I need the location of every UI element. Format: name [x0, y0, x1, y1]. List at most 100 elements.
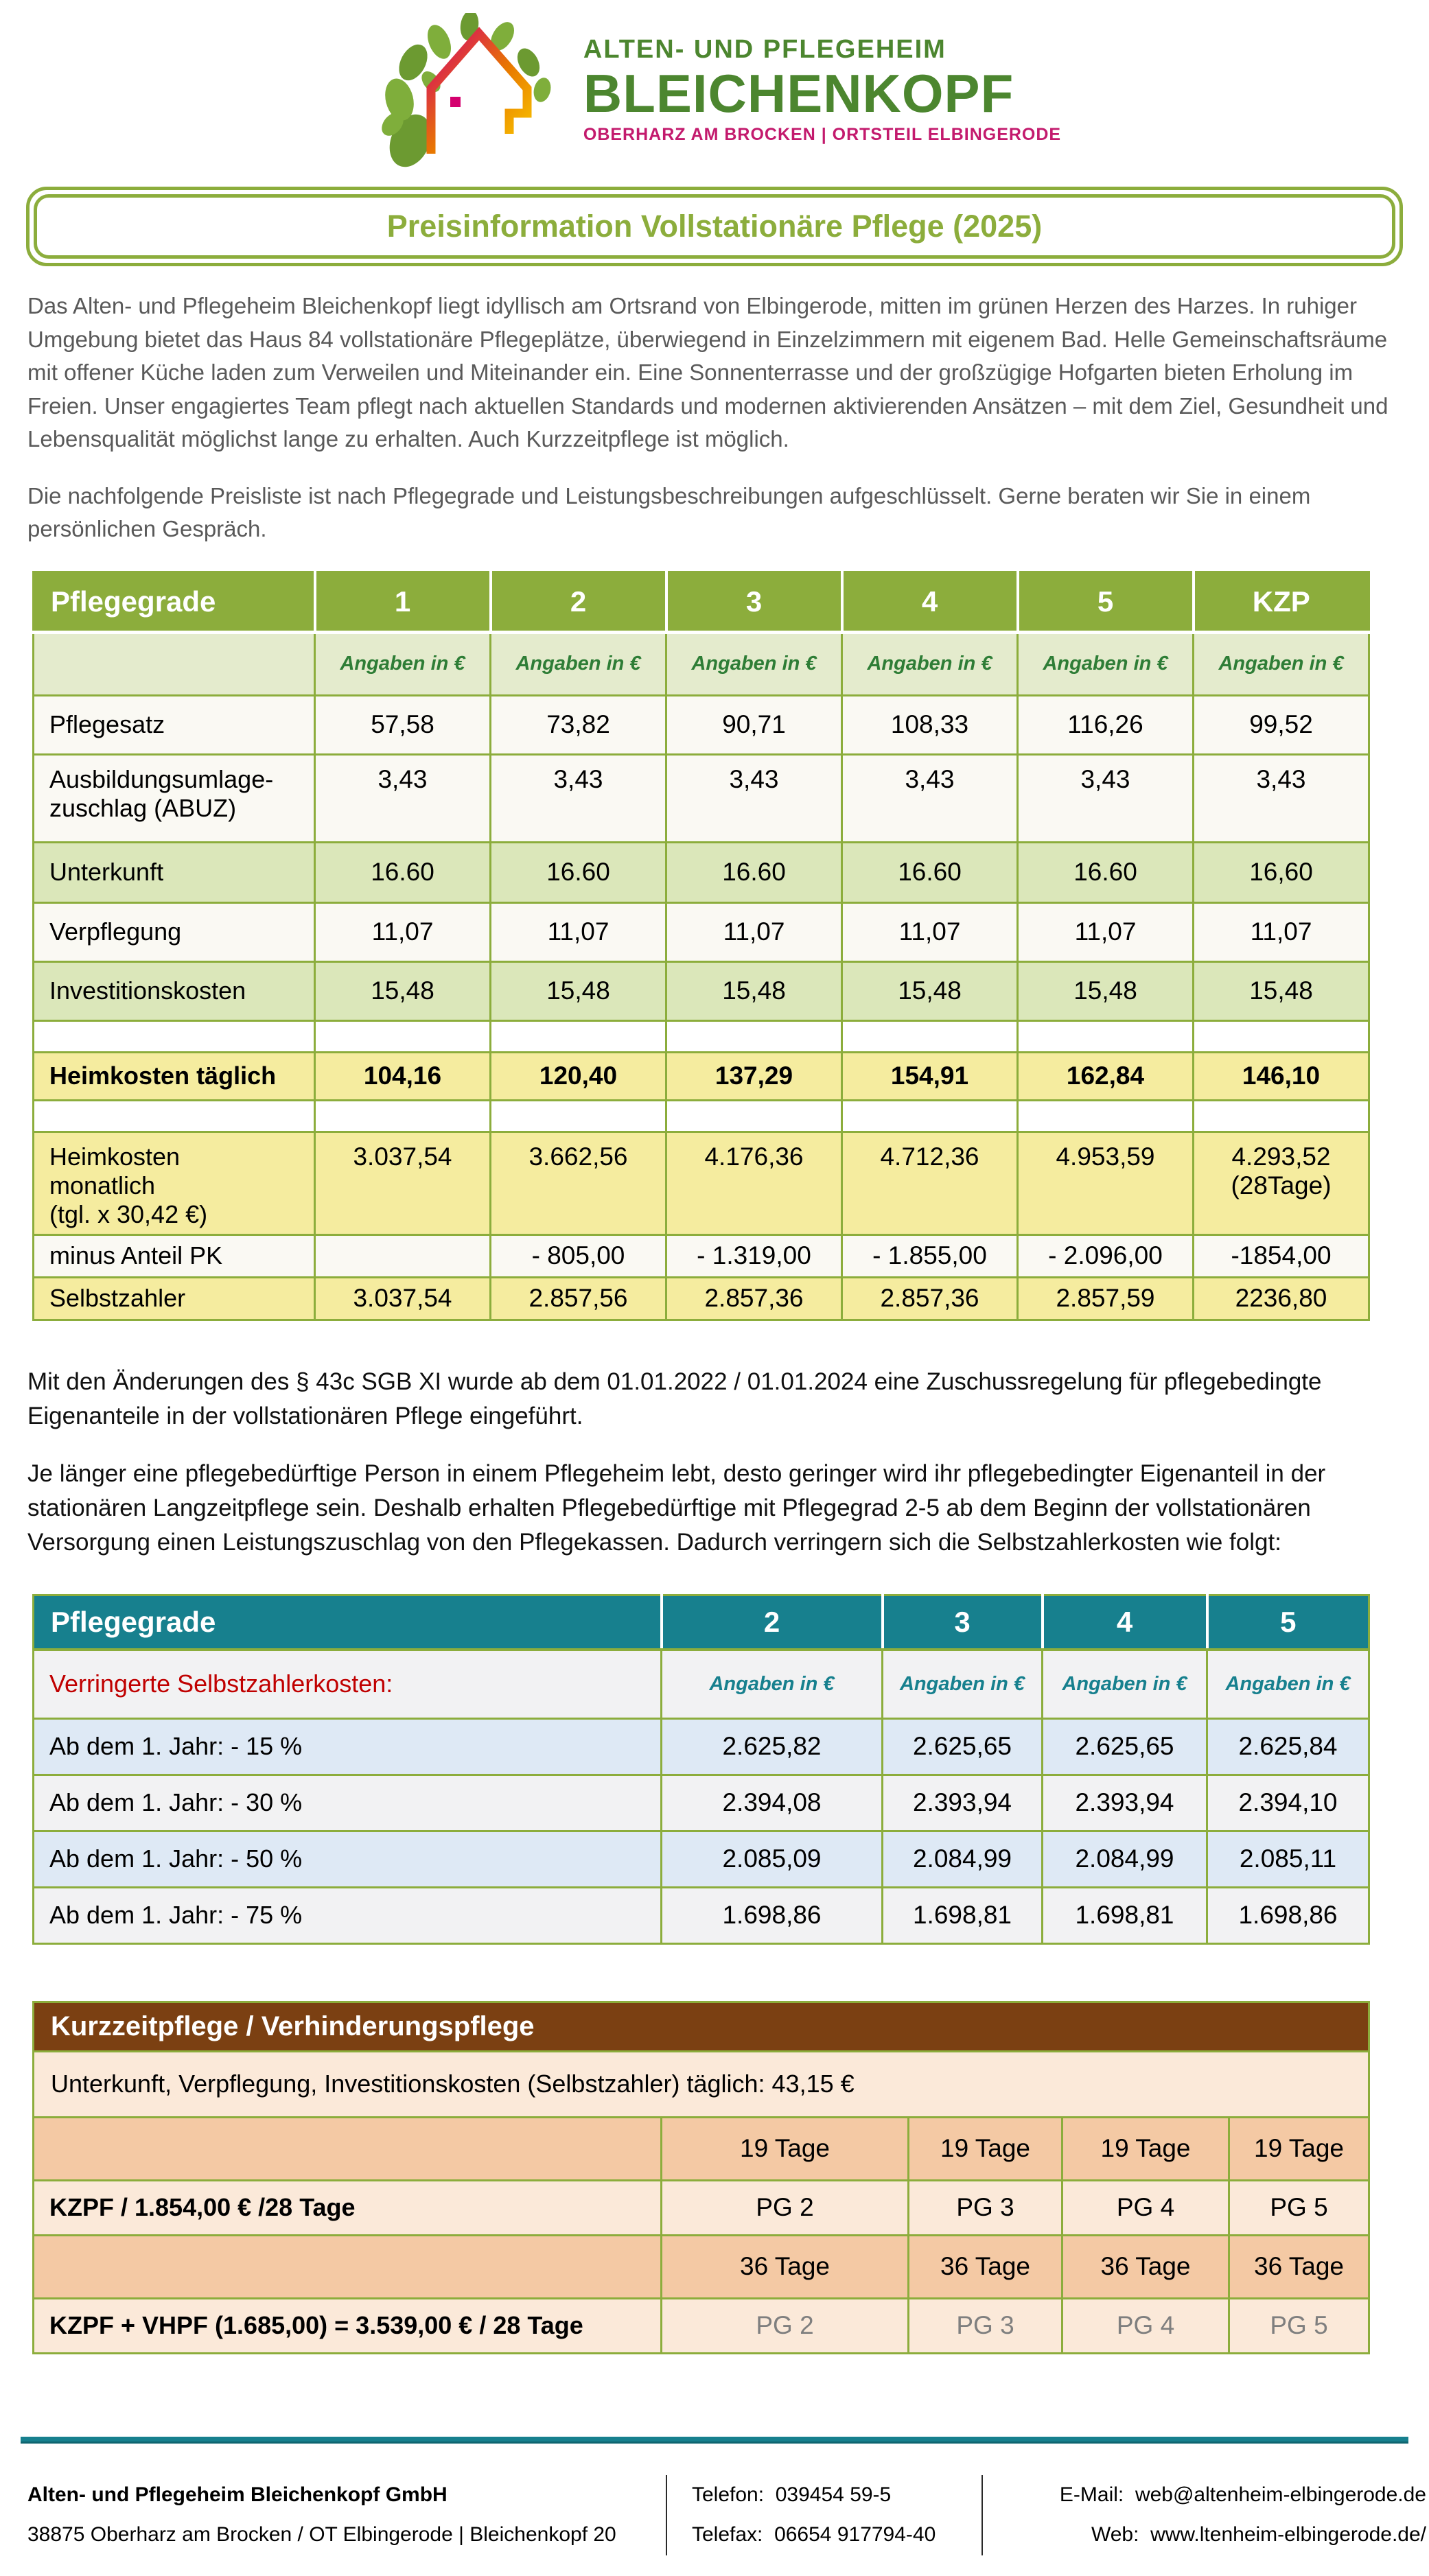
value-cell: PG 4 — [1061, 2297, 1230, 2354]
footer-fax-label: Telefax: — [692, 2523, 763, 2546]
spacer-cell — [32, 1099, 316, 1133]
value-cell: 11,07 — [665, 901, 843, 963]
value-cell: PG 4 — [1061, 2179, 1230, 2236]
value-cell: -1854,00 — [1192, 1233, 1370, 1278]
footer-fax-line: Telefax: 06654 917794-40 — [692, 2515, 981, 2555]
value-cell: 2.085,09 — [660, 1829, 883, 1888]
value-cell: 19 Tage — [907, 2116, 1063, 2181]
value-cell: - 1.319,00 — [665, 1233, 843, 1278]
table2-header-label: Pflegegrade — [32, 1593, 662, 1652]
row-label: minus Anteil PK — [32, 1233, 316, 1278]
value-cell: 2.857,59 — [1016, 1276, 1194, 1321]
value-cell: 4.953,59 — [1016, 1130, 1194, 1236]
table-row-kzpf: KZPF / 1.854,00 € /28 Tage PG 2 PG 3 PG … — [32, 2179, 1370, 2236]
footer: Alten- und Pflegeheim Bleichenkopf GmbH … — [27, 2474, 1429, 2576]
value-cell: 162,84 — [1016, 1051, 1194, 1101]
spacer-cell — [1016, 1099, 1194, 1133]
logo: ALTEN- UND PFLEGEHEIM BLEICHENKOPF OBERH… — [0, 11, 1429, 169]
row-label: Ab dem 1. Jahr: - 30 % — [32, 1773, 662, 1832]
spacer-cell — [1192, 1099, 1370, 1133]
value-cell: 2.625,65 — [1041, 1717, 1208, 1776]
intro-paragraph-2: Die nachfolgende Preisliste ist nach Pfl… — [27, 482, 1311, 542]
note-paragraph-2: Je länger eine pflegebedürftige Person i… — [27, 1460, 1326, 1556]
row-label: Heimkosten täglich — [32, 1051, 316, 1101]
row-label: KZPF / 1.854,00 € /28 Tage — [32, 2179, 662, 2236]
units-cell: Angaben in € — [665, 631, 843, 696]
table-row-selbstzahler: Selbstzahler 3.037,54 2.857,56 2.857,36 … — [32, 1276, 1370, 1321]
value-cell: 16.60 — [1016, 841, 1194, 904]
note-paragraph-1: Mit den Änderungen des § 43c SGB XI wurd… — [27, 1368, 1322, 1429]
spacer-cell — [841, 1019, 1019, 1053]
logo-text: ALTEN- UND PFLEGEHEIM BLEICHENKOPF OBERH… — [583, 35, 1061, 145]
logo-line1: ALTEN- UND PFLEGEHEIM — [583, 35, 946, 65]
units-cell: Angaben in € — [660, 1648, 883, 1720]
table1-header-5: 5 — [1016, 570, 1194, 634]
value-cell: - 2.096,00 — [1016, 1233, 1194, 1278]
table-row: Ab dem 1. Jahr: - 75 % 1.698,86 1.698,81… — [32, 1886, 1370, 1945]
value-cell: 2.084,99 — [881, 1829, 1043, 1888]
row-label: Heimkosten monatlich (tgl. x 30,42 €) — [32, 1130, 316, 1236]
table-row: Pflegesatz 57,58 73,82 90,71 108,33 116,… — [32, 694, 1370, 756]
value-cell: 15,48 — [314, 960, 491, 1022]
table1-header-4: 4 — [840, 570, 1019, 634]
table1-header-3: 3 — [664, 570, 843, 634]
kurzzeitpflege-title: Kurzzeitpflege / Verhinderungspflege — [32, 2000, 1370, 2052]
spacer-cell — [489, 1019, 667, 1053]
spacer-cell — [1016, 1019, 1194, 1053]
value-cell: PG 3 — [907, 2297, 1063, 2354]
value-cell: - 805,00 — [489, 1233, 667, 1278]
value-cell: 4.176,36 — [665, 1130, 843, 1236]
value-cell: 2.625,82 — [660, 1717, 883, 1776]
footer-email-line: E-Mail: web@altenheim-elbingerode.de — [997, 2475, 1426, 2516]
spacer-cell — [314, 1099, 491, 1133]
row-label: Ab dem 1. Jahr: - 50 % — [32, 1829, 662, 1888]
price-table-pflegegrade: Pflegegrade 1 2 3 4 5 KZP Angaben in € A… — [32, 570, 1370, 1321]
value-cell: - 1.855,00 — [841, 1233, 1019, 1278]
value-cell: 3,43 — [1192, 753, 1370, 843]
table1-units-row: Angaben in € Angaben in € Angaben in € A… — [32, 631, 1370, 696]
value-cell: 16.60 — [841, 841, 1019, 904]
value-cell: 104,16 — [314, 1051, 491, 1101]
value-cell: 16.60 — [314, 841, 491, 904]
value-cell: 3,43 — [841, 753, 1019, 843]
value-cell: 15,48 — [841, 960, 1019, 1022]
value-cell: 2.625,65 — [881, 1717, 1043, 1776]
value-cell: 2236,80 — [1192, 1276, 1370, 1321]
row-label: Unterkunft — [32, 841, 316, 904]
row-label: Selbstzahler — [32, 1276, 316, 1321]
footer-web: www.ltenheim-elbingerode.de/ — [1150, 2523, 1426, 2546]
value-cell — [314, 1233, 491, 1278]
value-cell: 1.698,86 — [660, 1886, 883, 1945]
table1-header-1: 1 — [313, 570, 491, 634]
value-cell: 36 Tage — [1228, 2234, 1370, 2299]
footer-fax: 06654 917794-40 — [774, 2523, 936, 2546]
intro-paragraph-1: Das Alten- und Pflegeheim Bleichenkopf l… — [27, 293, 1389, 452]
footer-phone-block: Telefon: 039454 59-5 Telefax: 06654 9177… — [666, 2474, 981, 2555]
table2-header-4: 4 — [1041, 1593, 1208, 1652]
table-row-minus-anteil-pk: minus Anteil PK - 805,00 - 1.319,00 - 1.… — [32, 1233, 1370, 1278]
row-label — [32, 2234, 662, 2299]
value-cell: 2.857,36 — [665, 1276, 843, 1321]
value-cell: 2.085,11 — [1206, 1829, 1370, 1888]
value-cell: 99,52 — [1192, 694, 1370, 756]
table2-units-row: Verringerte Selbstzahlerkosten: Angaben … — [32, 1648, 1370, 1720]
units-cell: Angaben in € — [1206, 1648, 1370, 1720]
value-cell: 11,07 — [841, 901, 1019, 963]
footer-email: web@altenheim-elbingerode.de — [1135, 2483, 1426, 2506]
value-cell: 15,48 — [1192, 960, 1370, 1022]
value-cell: 19 Tage — [660, 2116, 909, 2181]
page-title: Preisinformation Vollstationäre Pflege (… — [386, 209, 1043, 244]
table-row-heimkosten-taeglich: Heimkosten täglich 104,16 120,40 137,29 … — [32, 1051, 1370, 1101]
footer-web-line: Web: www.ltenheim-elbingerode.de/ — [997, 2515, 1426, 2555]
footer-web-block: E-Mail: web@altenheim-elbingerode.de Web… — [981, 2474, 1429, 2555]
units-cell: Angaben in € — [1041, 1648, 1208, 1720]
logo-house-outline — [426, 26, 532, 157]
footer-divider-rule — [21, 2436, 1408, 2444]
units-cell: Angaben in € — [841, 631, 1019, 696]
value-cell: PG 5 — [1228, 2179, 1370, 2236]
title-box: Preisinformation Vollstationäre Pflege (… — [26, 187, 1403, 266]
table-row: Ab dem 1. Jahr: - 50 % 2.085,09 2.084,99… — [32, 1829, 1370, 1888]
row-label: Verpflegung — [32, 901, 316, 963]
value-cell: 137,29 — [665, 1051, 843, 1101]
